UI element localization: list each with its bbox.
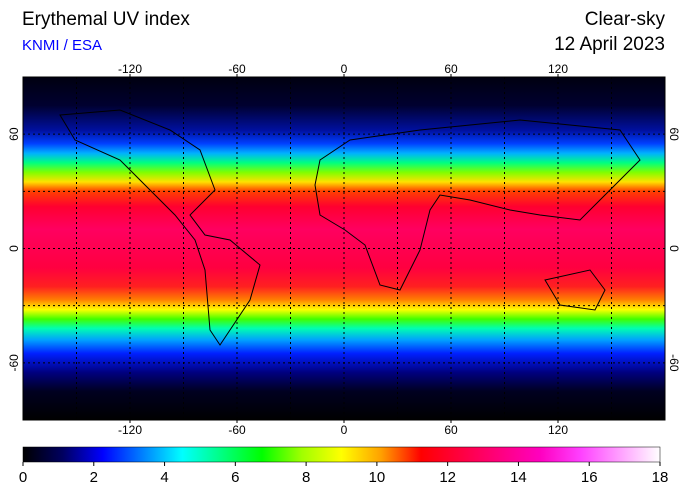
x-tick-label: 120 — [548, 423, 568, 437]
colorbar-tick-label: 16 — [581, 469, 598, 486]
x-tick-label: 60 — [444, 423, 458, 437]
sky-type: Clear-sky — [585, 9, 666, 30]
x-tick-label: -120 — [118, 62, 142, 76]
colorbar-tick-label: 4 — [160, 469, 168, 486]
x-tick-label: 120 — [548, 62, 568, 76]
colorbar-tick-label: 14 — [510, 469, 527, 486]
y-tick-label: -60 — [7, 354, 21, 372]
title: Erythemal UV index — [22, 9, 190, 30]
colorbar-tick-label: 12 — [439, 469, 456, 486]
y-tick-label: 0 — [7, 245, 21, 252]
colorbar — [22, 446, 661, 463]
colorbar-tick-label: 8 — [302, 469, 310, 486]
y-tick-label: 0 — [667, 245, 681, 252]
source: KNMI / ESA — [22, 37, 102, 54]
y-tick-label: 60 — [7, 127, 21, 141]
x-tick-label: -60 — [228, 62, 246, 76]
colorbar-tick-label: 6 — [231, 469, 239, 486]
colorbar-tick-label: 0 — [19, 469, 27, 486]
colorbar-tick-label: 10 — [369, 469, 386, 486]
x-tick-label: 60 — [444, 62, 458, 76]
coastlines — [59, 109, 641, 346]
x-tick-label: -120 — [118, 423, 142, 437]
colorbar-tick-label: 18 — [652, 469, 669, 486]
date: 12 April 2023 — [554, 34, 665, 55]
y-tick-label: -60 — [667, 354, 681, 372]
x-tick-label: 0 — [341, 423, 348, 437]
x-tick-label: -60 — [228, 423, 246, 437]
y-tick-label: 60 — [667, 127, 681, 141]
colorbar-tick-label: 2 — [90, 469, 98, 486]
x-tick-label: 0 — [341, 62, 348, 76]
